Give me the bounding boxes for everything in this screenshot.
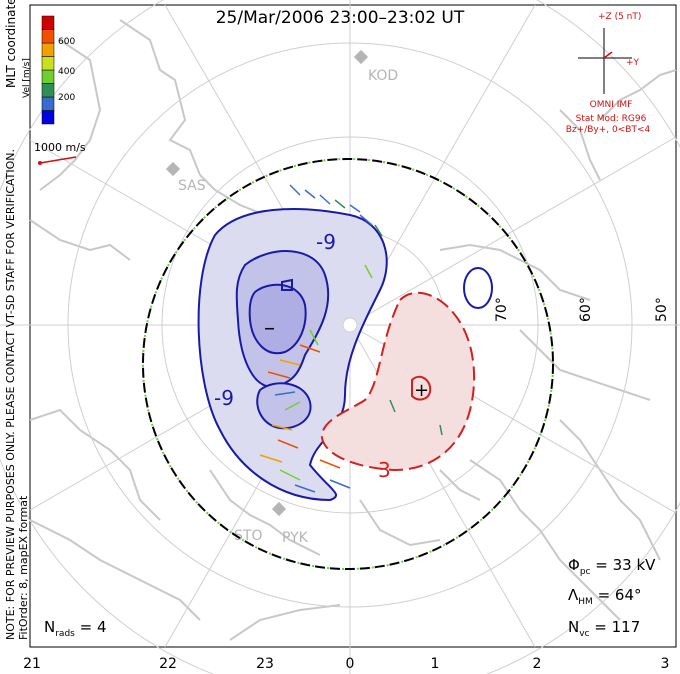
stat-model-line1: Stat Mod: RG96	[575, 114, 647, 124]
imf-source: OMNI IMF	[589, 100, 633, 110]
mlt-tick-3: 3	[660, 656, 670, 672]
station-sas: SAS	[178, 178, 206, 194]
station-sto: STO	[234, 528, 263, 544]
colorbar-swatch	[41, 56, 55, 71]
preview-note: NOTE: FOR PREVIEW PURPOSES ONLY. PLEASE …	[4, 149, 30, 640]
mlt-tick-22: 22	[159, 656, 177, 672]
velocity-vectors	[259, 184, 443, 493]
dawn-cell	[320, 291, 476, 472]
mlt-tick-21: 21	[23, 656, 41, 672]
latitude-label-60: 60°	[578, 297, 594, 322]
stat-model-line2: Bz+/By+, 0<BT<4	[565, 125, 651, 135]
potential-maximum-marker: +	[414, 380, 430, 401]
imf-dial	[578, 28, 632, 94]
station-kod: KOD	[368, 68, 399, 84]
colorbar-tick-400: 400	[58, 67, 76, 77]
latitude-label-50: 50°	[654, 297, 670, 322]
imf-y-label: +Y	[626, 58, 640, 68]
hm-latitude: ΛHM = 64°	[568, 586, 642, 607]
plot-title: 25/Mar/2006 23:00–23:02 UT	[215, 8, 465, 28]
colorbar-tick-600: 600	[58, 37, 76, 47]
station-markers	[165, 49, 369, 517]
colorbar-swatch	[41, 96, 55, 111]
mlt-tick-0: 0	[345, 656, 355, 672]
fit-order-line: FitOrder: 8, mapEX format	[17, 495, 30, 640]
mlt-tick-23: 23	[256, 656, 274, 672]
colorbar-swatch	[41, 83, 55, 98]
contour-label-upper: -9	[316, 230, 336, 254]
colorbar-swatch	[41, 29, 55, 44]
colorbar-swatch	[41, 15, 55, 30]
dawn-inner-contour	[411, 375, 432, 401]
contour-label-positive: 3	[378, 458, 391, 482]
hm-boundary-green	[142, 158, 554, 570]
mlt-tick-1: 1	[430, 656, 440, 672]
colorbar-tick-200: 200	[58, 93, 76, 103]
reference-vector	[38, 156, 77, 165]
colorbar-swatch	[41, 110, 55, 125]
colorbar-swatch	[41, 42, 55, 57]
vector-count: Nvc = 117	[568, 618, 641, 639]
coordinates-label: MLT coordinates	[4, 0, 18, 88]
station-pyk: PYK	[282, 530, 308, 546]
coastlines	[29, 19, 677, 641]
latitude-label-70: 70°	[494, 297, 510, 322]
colorbar-swatch	[41, 69, 55, 84]
reference-vector-label: 1000 m/s	[34, 141, 86, 154]
dusk-cell	[197, 208, 388, 502]
pole-marker	[342, 317, 358, 333]
imf-z-label: +Z (5 nT)	[598, 12, 642, 22]
potential-minimum-marker: –	[264, 316, 275, 341]
colorbar-label: Vel [m/s]	[22, 58, 32, 98]
preview-note-line1: NOTE: FOR PREVIEW PURPOSES ONLY. PLEASE …	[4, 148, 17, 640]
colorbar	[41, 15, 55, 125]
small-negative-contour	[463, 267, 493, 309]
radar-count: Nrads = 4	[44, 618, 107, 639]
mlt-tick-2: 2	[532, 656, 542, 672]
cross-polar-potential: Φpc = 33 kV	[568, 556, 656, 577]
plot-frame	[29, 4, 677, 648]
contour-label-lower: -9	[214, 386, 234, 410]
